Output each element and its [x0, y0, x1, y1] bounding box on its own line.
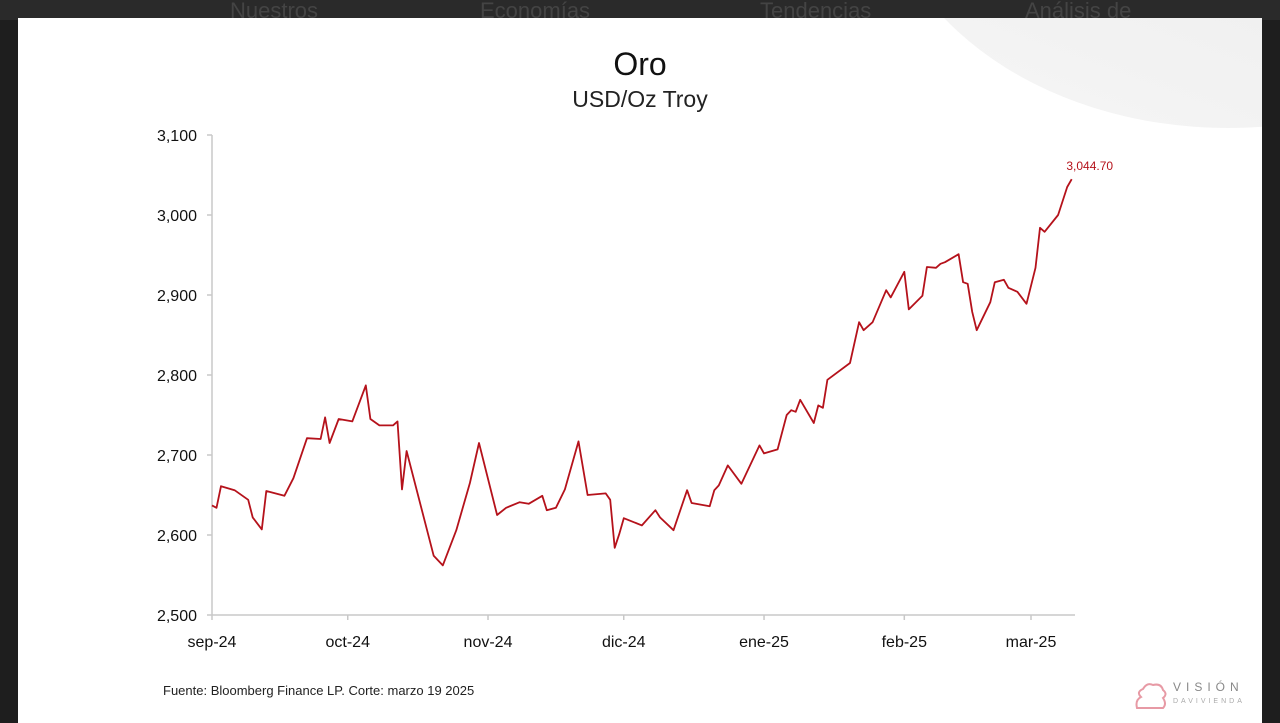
source-note: Fuente: Bloomberg Finance LP. Corte: mar… — [163, 683, 475, 698]
x-tick-label: nov-24 — [464, 634, 513, 651]
chart-slide: Oro USD/Oz Troy Fuente: Bloomberg Financ… — [18, 18, 1262, 723]
y-tick-label: 2,700 — [157, 448, 197, 465]
x-tick-label: feb-25 — [882, 634, 927, 651]
y-tick-label: 2,500 — [157, 608, 197, 625]
top-navigation: Nuestros Economías Tendencias Análisis d… — [0, 0, 1280, 20]
nav-item-tendencias[interactable]: Tendencias — [760, 0, 872, 20]
chart-title: Oro — [613, 46, 667, 82]
y-tick-label: 3,000 — [157, 208, 197, 225]
y-tick-label: 3,100 — [157, 128, 197, 145]
nav-item-nuestros[interactable]: Nuestros — [230, 0, 319, 20]
nav-item-economias[interactable]: Economías — [480, 0, 591, 20]
x-tick-label: oct-24 — [326, 634, 371, 651]
x-tick-label: ene-25 — [739, 634, 789, 651]
y-tick-label: 2,600 — [157, 528, 197, 545]
y-tick-label: 2,800 — [157, 368, 197, 385]
vision-davivienda-logo: VISIÓN DAVIVIENDA — [1133, 678, 1253, 714]
last-value-label: 3,044.70 — [1066, 159, 1113, 173]
gold-price-line — [211, 178, 1073, 567]
logo-subtext: DAVIVIENDA — [1173, 698, 1245, 705]
nav-item-analisis[interactable]: Análisis de — [1025, 0, 1132, 20]
x-tick-label: dic-24 — [602, 634, 646, 651]
x-tick-label: sep-24 — [188, 634, 237, 651]
logo-text: VISIÓN — [1173, 680, 1244, 694]
y-tick-label: 2,900 — [157, 288, 197, 305]
house-logo-icon — [1135, 683, 1167, 709]
chart-subtitle: USD/Oz Troy — [572, 86, 708, 112]
x-tick-label: mar-25 — [1006, 634, 1057, 651]
